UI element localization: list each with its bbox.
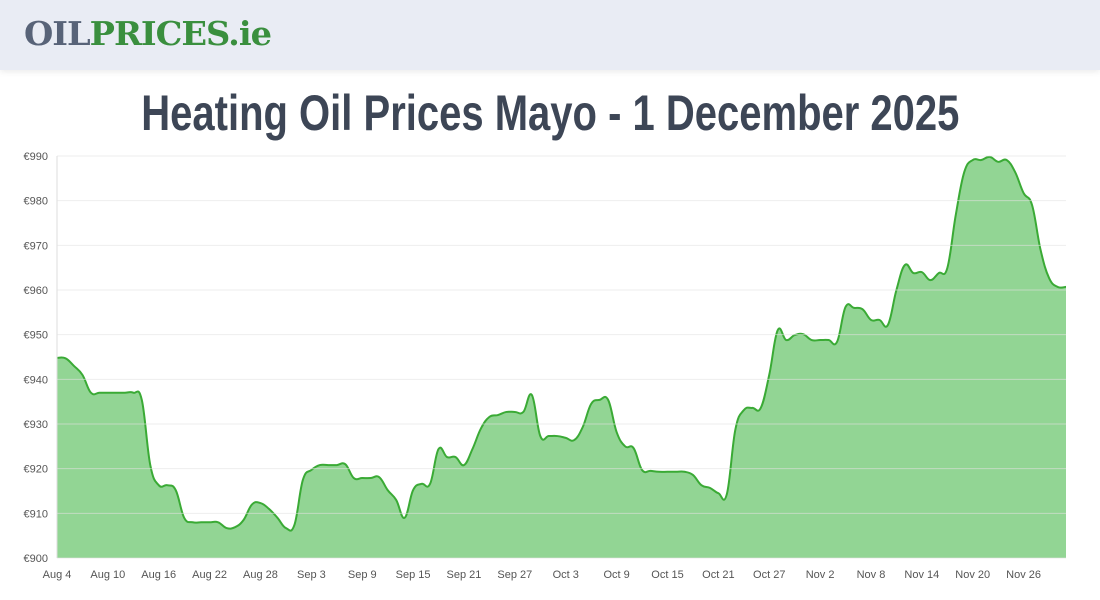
y-tick-label: €930: [24, 419, 48, 431]
x-tick-label: Nov 2: [806, 569, 835, 581]
x-tick-label: Aug 28: [243, 569, 278, 581]
x-tick-label: Oct 3: [553, 569, 579, 581]
page-title-text: Heating Oil Prices Mayo - 1 December 202…: [140, 85, 960, 141]
x-tick-label: Sep 27: [497, 569, 532, 581]
y-tick-label: €940: [24, 374, 48, 386]
x-tick-label: Nov 14: [904, 569, 939, 581]
x-tick-label: Nov 20: [955, 569, 990, 581]
price-area: [57, 156, 1066, 558]
y-tick-label: €910: [24, 508, 48, 520]
x-tick-label: Nov 8: [857, 569, 886, 581]
price-chart: €900 €910 €920 €930 €940 €950 €960 €970 €980 €990…: [24, 151, 1067, 581]
y-tick-label: €970: [24, 240, 48, 252]
y-tick-label: €900: [24, 553, 48, 565]
x-tick-label: Aug 10: [90, 569, 125, 581]
x-tick-label: Sep 3: [297, 569, 326, 581]
gridlines: [57, 155, 1066, 559]
x-tick-label: Sep 15: [396, 569, 431, 581]
x-tick-label: Oct 27: [753, 569, 785, 581]
x-tick-label: Oct 21: [702, 569, 734, 581]
logo-prices: PRICES.ie: [89, 14, 272, 53]
y-tick-label: €960: [24, 285, 48, 297]
x-tick-label: Oct 9: [603, 569, 629, 581]
logo-oil: OIL: [24, 14, 91, 53]
x-tick-label: Aug 4: [43, 569, 72, 581]
x-axis-labels: Aug 4 Aug 10 Aug 16 Aug 22 Aug 28 Sep 3 Sep 9 S…: [43, 569, 1041, 581]
x-tick-label: Sep 21: [447, 569, 482, 581]
y-tick-label: €990: [24, 151, 48, 163]
y-axis-labels: €900 €910 €920 €930 €940 €950 €960 €970 €980 €990: [24, 151, 48, 565]
site-logo[interactable]: OILPRICES.ie: [24, 14, 272, 53]
x-tick-label: Nov 26: [1006, 569, 1041, 581]
site-header: OILPRICES.ie: [0, 0, 1100, 70]
x-tick-label: Aug 22: [192, 569, 227, 581]
price-line: [56, 155, 1067, 532]
y-tick-label: €980: [24, 196, 48, 208]
y-tick-label: €920: [24, 464, 48, 476]
x-tick-label: Oct 15: [651, 569, 683, 581]
page-title: Heating Oil Prices Mayo - 1 December 202…: [0, 84, 1100, 142]
x-tick-label: Aug 16: [141, 569, 176, 581]
x-tick-label: Sep 9: [348, 569, 377, 581]
y-tick-label: €950: [24, 330, 48, 342]
